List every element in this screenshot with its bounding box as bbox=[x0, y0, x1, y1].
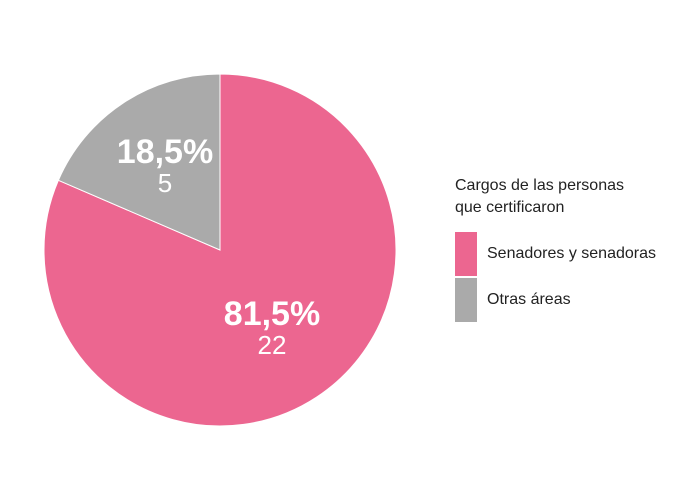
legend-swatch-senadores bbox=[455, 232, 477, 276]
slice-percent-label-senadores: 81,5% bbox=[224, 295, 320, 333]
legend-label-senadores: Senadores y senadoras bbox=[487, 245, 656, 262]
legend-item-senadores[interactable]: Senadores y senadoras bbox=[455, 231, 695, 277]
slice-percent-label-otras-areas: 18,5% bbox=[117, 133, 213, 171]
slice-count-label-otras-areas: 5 bbox=[158, 168, 172, 198]
legend-title: Cargos de las personas que certificaron bbox=[455, 177, 624, 216]
legend-swatch-otras-areas bbox=[455, 278, 477, 322]
legend: Cargos de las personas que certificaron … bbox=[455, 175, 695, 323]
slice-count-label-senadores: 22 bbox=[258, 330, 287, 360]
legend-item-otras-areas[interactable]: Otras áreas bbox=[455, 277, 695, 323]
legend-label-otras-areas: Otras áreas bbox=[487, 291, 571, 308]
pie-slice-otras-areas[interactable] bbox=[57, 73, 221, 251]
